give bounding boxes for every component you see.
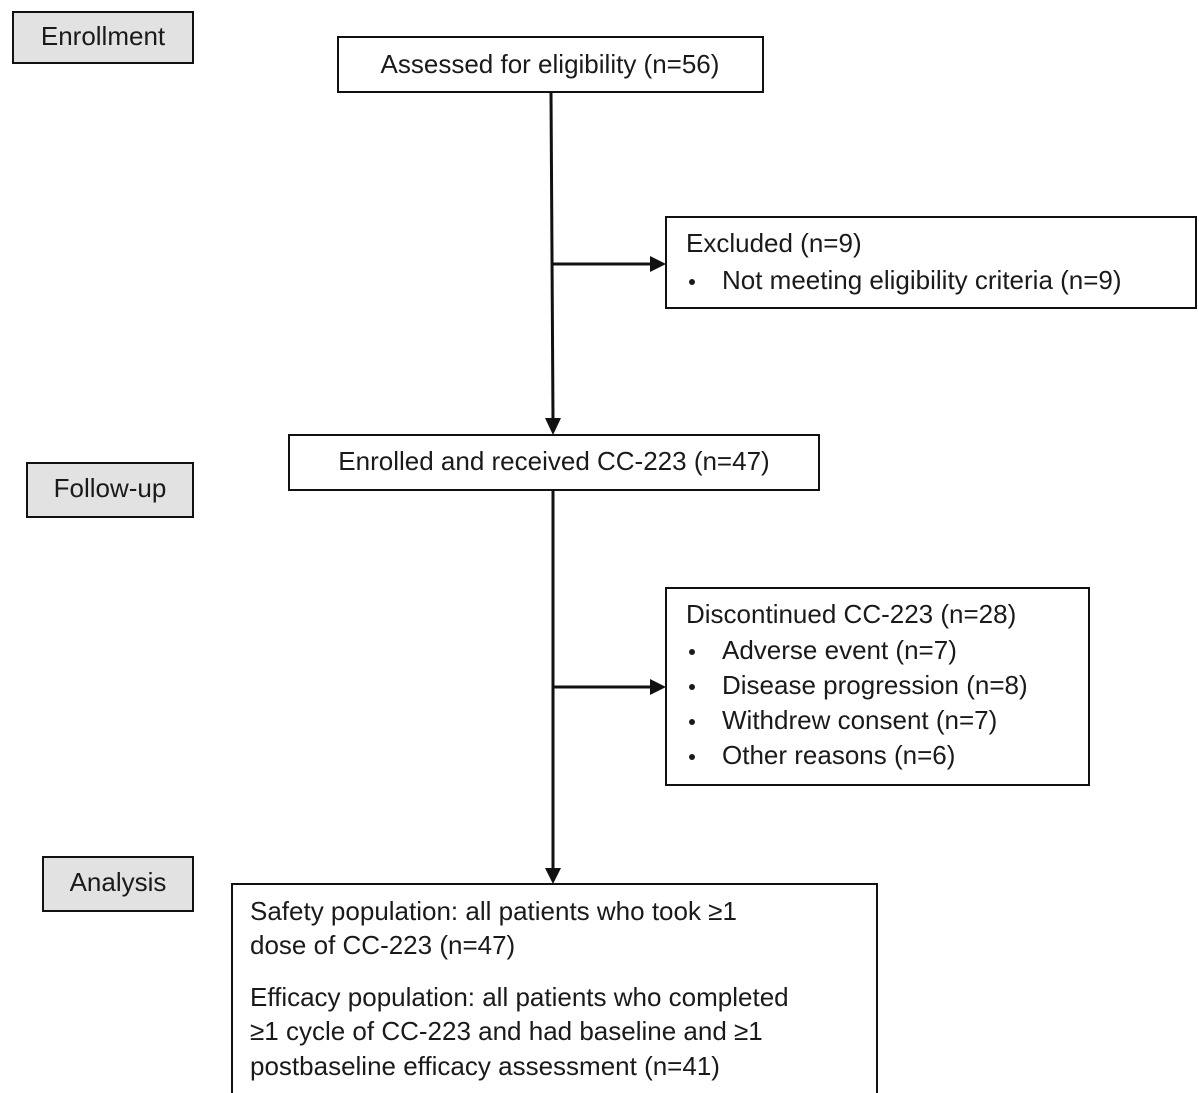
bullet xyxy=(689,719,695,725)
node-title: Enrolled and received CC-223 (n=47) xyxy=(338,446,769,476)
node-box xyxy=(665,587,1090,786)
arrowhead xyxy=(650,679,666,695)
node-box xyxy=(665,216,1197,309)
stage-box xyxy=(12,11,194,64)
bullet xyxy=(689,649,695,655)
node-text-line: dose of CC-223 (n=47) xyxy=(250,930,515,960)
node-text-line: Efficacy population: all patients who co… xyxy=(250,982,789,1012)
node-text-line: postbaseline efficacy assessment (n=41) xyxy=(250,1051,720,1081)
node-item: Not meeting eligibility criteria (n=9) xyxy=(722,265,1122,295)
node-title: Assessed for eligibility (n=56) xyxy=(381,49,720,79)
node-item: Other reasons (n=6) xyxy=(722,740,955,770)
bullet xyxy=(689,684,695,690)
node-title: Excluded (n=9) xyxy=(686,228,862,258)
node-box xyxy=(288,434,820,491)
arrowhead xyxy=(650,256,666,272)
node-text-line: Safety population: all patients who took… xyxy=(250,896,737,926)
stage-box xyxy=(42,856,194,912)
node-item: Disease progression (n=8) xyxy=(722,670,1028,700)
stage-label: Follow-up xyxy=(54,473,167,503)
stage-box xyxy=(26,462,194,518)
arrowhead xyxy=(545,868,561,884)
node-item: Withdrew consent (n=7) xyxy=(722,705,997,735)
node-title: Discontinued CC-223 (n=28) xyxy=(686,599,1016,629)
bullet xyxy=(689,279,695,285)
stage-label: Analysis xyxy=(70,867,167,897)
arrowhead xyxy=(545,418,561,435)
node-box xyxy=(337,36,764,93)
node-box xyxy=(231,883,878,1093)
bullet xyxy=(689,754,695,760)
node-text-line: ≥1 cycle of CC-223 and had baseline and … xyxy=(250,1016,763,1046)
node-item: Adverse event (n=7) xyxy=(722,635,957,665)
stage-label: Enrollment xyxy=(41,21,166,51)
connector xyxy=(549,91,555,421)
